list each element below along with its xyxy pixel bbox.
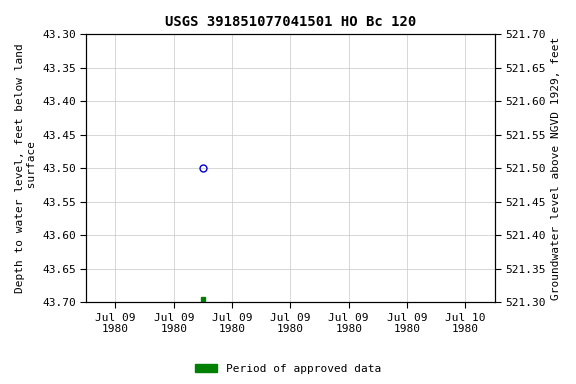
Title: USGS 391851077041501 HO Bc 120: USGS 391851077041501 HO Bc 120 (165, 15, 416, 29)
Y-axis label: Depth to water level, feet below land
 surface: Depth to water level, feet below land su… (15, 43, 37, 293)
Legend: Period of approved data: Period of approved data (191, 359, 385, 379)
Y-axis label: Groundwater level above NGVD 1929, feet: Groundwater level above NGVD 1929, feet (551, 37, 561, 300)
